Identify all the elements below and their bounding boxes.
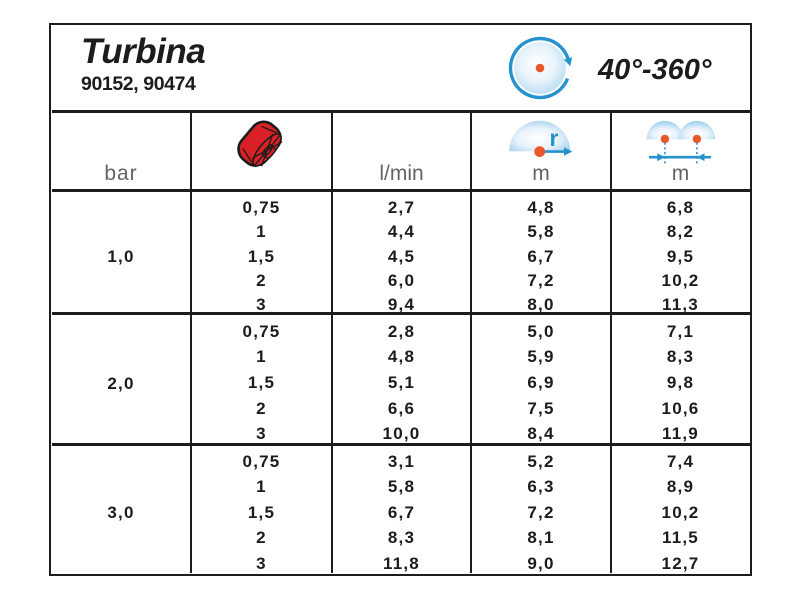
svg-text:r: r xyxy=(550,125,559,151)
